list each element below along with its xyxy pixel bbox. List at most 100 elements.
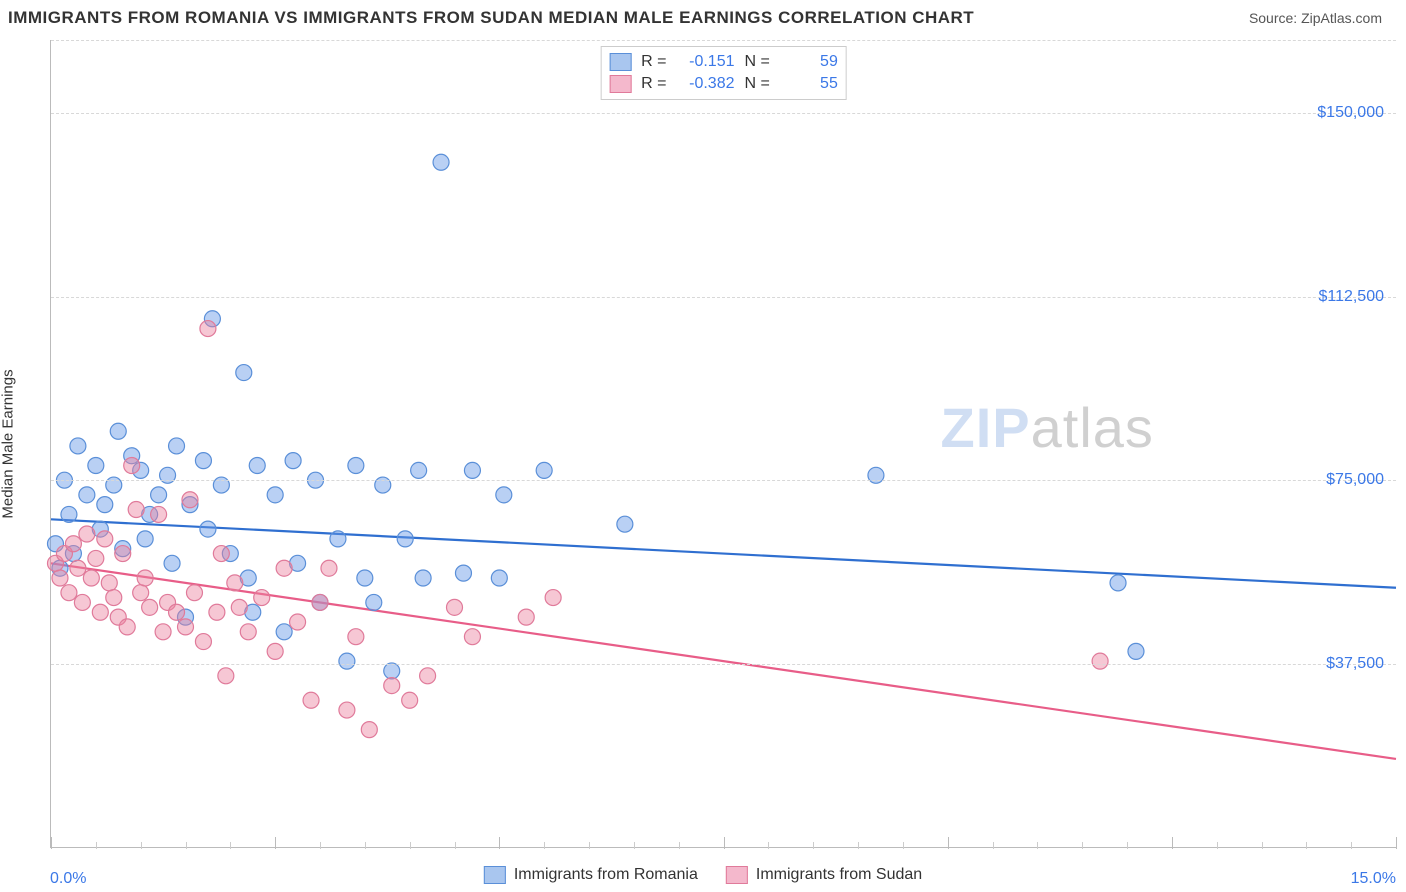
scatter-point	[339, 653, 355, 669]
x-tick-minor	[903, 842, 904, 849]
scatter-point	[137, 570, 153, 586]
scatter-point	[464, 629, 480, 645]
scatter-point	[142, 599, 158, 615]
scatter-point	[290, 614, 306, 630]
scatter-point	[384, 678, 400, 694]
scatter-point	[97, 497, 113, 513]
scatter-point	[240, 624, 256, 640]
scatter-point	[312, 594, 328, 610]
scatter-point	[518, 609, 534, 625]
scatter-point	[92, 604, 108, 620]
scatter-point	[164, 555, 180, 571]
chart-area: Median Male Earnings ZIPatlas R = -0.151…	[38, 40, 1396, 848]
scatter-point	[267, 487, 283, 503]
x-tick-minor	[455, 842, 456, 849]
gridline	[51, 40, 1396, 41]
scatter-point	[182, 492, 198, 508]
scatter-point	[249, 458, 265, 474]
source-label: Source: ZipAtlas.com	[1249, 10, 1382, 26]
scatter-point	[133, 585, 149, 601]
x-tick-minor	[1217, 842, 1218, 849]
scatter-point	[545, 590, 561, 606]
scatter-point	[285, 453, 301, 469]
x-tick-minor	[96, 842, 97, 849]
scatter-point	[124, 458, 140, 474]
scatter-point	[303, 692, 319, 708]
gridline	[51, 113, 1396, 114]
x-tick-minor	[1351, 842, 1352, 849]
scatter-point	[617, 516, 633, 532]
x-tick-minor	[410, 842, 411, 849]
x-tick-minor	[1082, 842, 1083, 849]
scatter-point	[455, 565, 471, 581]
scatter-point	[169, 438, 185, 454]
scatter-point	[227, 575, 243, 591]
scatter-point	[151, 487, 167, 503]
y-tick-label: $112,500	[1318, 288, 1384, 306]
x-tick-major	[51, 837, 52, 849]
scatter-point	[366, 594, 382, 610]
x-tick-minor	[1262, 842, 1263, 849]
swatch-series-1	[726, 866, 748, 884]
scatter-point	[61, 585, 77, 601]
scatter-point	[79, 487, 95, 503]
scatter-point	[433, 154, 449, 170]
scatter-point	[254, 590, 270, 606]
x-tick-minor	[320, 842, 321, 849]
x-axis-min-label: 0.0%	[50, 870, 86, 888]
scatter-point	[128, 502, 144, 518]
scatter-point	[415, 570, 431, 586]
scatter-point	[83, 570, 99, 586]
scatter-point	[411, 462, 427, 478]
scatter-point	[420, 668, 436, 684]
scatter-point	[1128, 643, 1144, 659]
scatter-point	[361, 722, 377, 738]
scatter-point	[155, 624, 171, 640]
chart-title: IMMIGRANTS FROM ROMANIA VS IMMIGRANTS FR…	[8, 8, 974, 28]
plot-region: ZIPatlas R = -0.151 N = 59 R = -0.382 N …	[50, 40, 1396, 848]
y-tick-label: $150,000	[1317, 104, 1384, 122]
scatter-point	[70, 560, 86, 576]
scatter-point	[397, 531, 413, 547]
y-tick-label: $75,000	[1326, 471, 1384, 489]
scatter-point	[209, 604, 225, 620]
scatter-point	[267, 643, 283, 659]
x-tick-minor	[186, 842, 187, 849]
scatter-point	[348, 458, 364, 474]
x-tick-minor	[679, 842, 680, 849]
x-axis-max-label: 15.0%	[1351, 870, 1396, 888]
gridline	[51, 480, 1396, 481]
scatter-point	[65, 536, 81, 552]
scatter-point	[101, 575, 117, 591]
scatter-point	[88, 458, 104, 474]
scatter-point	[88, 550, 104, 566]
scatter-point	[186, 585, 202, 601]
scatter-point	[464, 462, 480, 478]
y-tick-label: $37,500	[1326, 655, 1384, 673]
scatter-point	[402, 692, 418, 708]
scatter-point	[1092, 653, 1108, 669]
x-tick-major	[724, 837, 725, 849]
scatter-point	[195, 634, 211, 650]
scatter-point	[384, 663, 400, 679]
x-tick-minor	[365, 842, 366, 849]
scatter-points-layer	[51, 40, 1396, 847]
x-tick-minor	[544, 842, 545, 849]
scatter-point	[218, 668, 234, 684]
scatter-point	[276, 560, 292, 576]
scatter-point	[236, 365, 252, 381]
scatter-point	[106, 590, 122, 606]
scatter-point	[200, 321, 216, 337]
scatter-point	[97, 531, 113, 547]
scatter-point	[115, 546, 131, 562]
scatter-point	[151, 506, 167, 522]
scatter-point	[348, 629, 364, 645]
x-tick-minor	[230, 842, 231, 849]
scatter-point	[536, 462, 552, 478]
scatter-point	[178, 619, 194, 635]
x-tick-major	[948, 837, 949, 849]
x-tick-minor	[858, 842, 859, 849]
scatter-point	[339, 702, 355, 718]
scatter-point	[74, 594, 90, 610]
x-tick-major	[1396, 837, 1397, 849]
